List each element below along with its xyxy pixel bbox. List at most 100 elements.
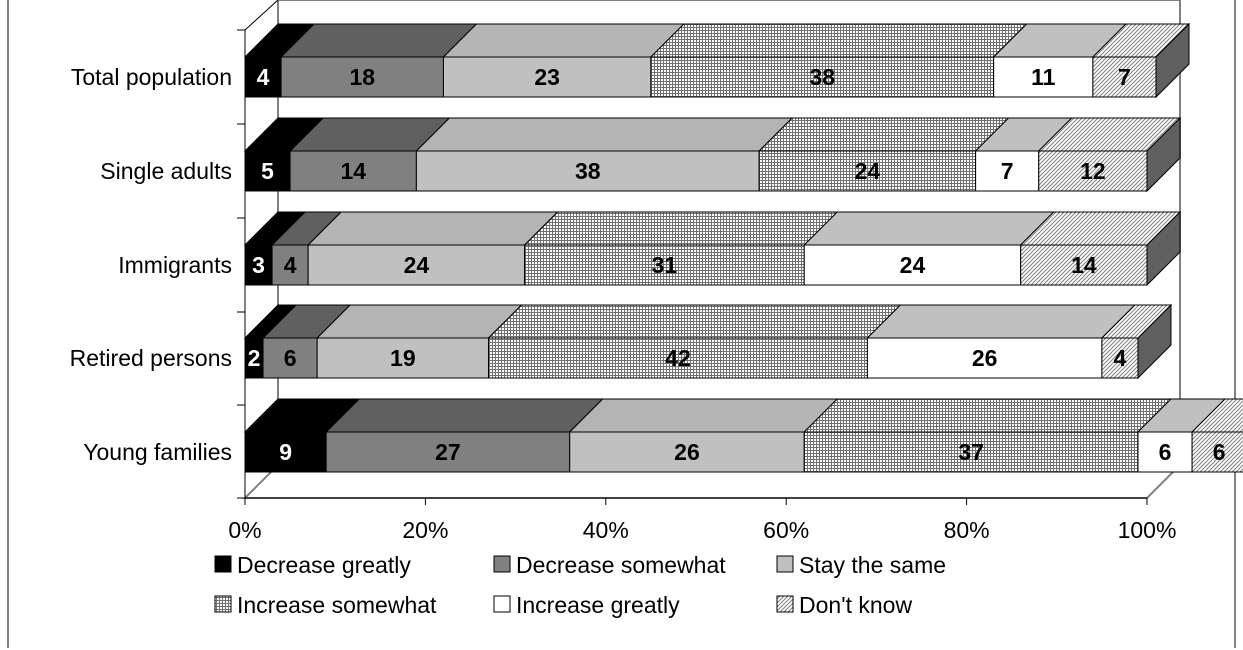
legend-swatch	[493, 595, 511, 613]
legend-swatch	[776, 595, 794, 613]
bar-front-face	[758, 150, 977, 192]
bar-segment-don-t-know: 4	[1100, 303, 1173, 380]
legend: Decrease greatly Decrease somewhat Stay th…	[214, 552, 946, 618]
bar-front-face	[316, 337, 490, 379]
bar-segment-increase-somewhat: 31	[523, 211, 839, 286]
data-label: 42	[665, 345, 691, 371]
bar-top-face	[757, 117, 1010, 152]
bar-segment-decrease-somewhat: 14	[288, 117, 451, 192]
legend-label: Don't know	[799, 592, 912, 618]
bar-segment-increase-greatly: 6	[1136, 398, 1227, 473]
bar-front-face	[1137, 431, 1193, 473]
bar-side-face	[1137, 303, 1172, 380]
bar-segment-don-t-know: 12	[1037, 116, 1182, 193]
y-axis-depth	[244, 0, 279, 31]
bar-segment-don-t-know: 14	[1019, 210, 1182, 287]
bar-side-face	[1155, 22, 1190, 99]
bar-front-face	[1101, 337, 1139, 379]
x-tick-label: 0%	[228, 517, 261, 543]
category-label: Total population	[71, 64, 232, 90]
bar-top-face	[442, 23, 686, 58]
bar-front-face	[262, 337, 318, 379]
data-label: 6	[1213, 439, 1226, 465]
bar-segment-stay-the-same: 24	[306, 211, 559, 286]
legend-item-decrease-somewhat: Decrease somewhat	[493, 552, 726, 578]
bar-top-face	[568, 398, 839, 433]
data-label: 38	[575, 158, 601, 184]
bar-front-face	[415, 150, 760, 192]
data-label: 24	[855, 158, 881, 184]
legend-label: Increase somewhat	[237, 592, 437, 618]
bar-top-face	[487, 304, 902, 339]
legend-item-increase-greatly: Increase greatly	[493, 592, 680, 618]
data-label: 7	[1001, 158, 1014, 184]
bar-top-face	[866, 304, 1137, 339]
bar-segment-stay-the-same: 23	[442, 23, 686, 98]
bar-front-face	[289, 150, 417, 192]
legend-label: Decrease somewhat	[516, 552, 726, 578]
x-tick-label: 40%	[583, 517, 629, 543]
bar-front-face	[569, 431, 805, 473]
bar-segment-increase-greatly: 7	[974, 117, 1073, 192]
bar-front-face	[803, 431, 1139, 473]
bar-front-face	[1020, 244, 1148, 286]
bar-segment-stay-the-same: 19	[315, 304, 523, 379]
bar-front-face	[650, 56, 995, 98]
data-label: 14	[1071, 252, 1097, 278]
bar-front-face	[993, 56, 1094, 98]
bar-segment-increase-greatly: 24	[803, 211, 1055, 286]
bar-segment-decrease-somewhat: 4	[270, 211, 343, 286]
data-label: 12	[1080, 158, 1106, 184]
bar-front-face	[244, 56, 282, 98]
legend-label: Stay the same	[799, 552, 946, 578]
data-label: 26	[674, 439, 700, 465]
legend-item-decrease-greatly: Decrease greatly	[214, 552, 411, 578]
bar-row-retired-persons: 2 6 19 42 26 4	[243, 303, 1173, 380]
bar-row-young-families: 9 27 26 37 6 6	[243, 398, 1243, 473]
bar-segment-decrease-greatly: 9	[243, 398, 361, 473]
legend-swatch	[776, 555, 794, 573]
data-label: 24	[900, 252, 926, 278]
bar-row-single-adults: 5 14 38 24 7 12	[243, 116, 1182, 193]
bar-front-face	[280, 56, 444, 98]
bar-top-face	[803, 398, 1173, 433]
x-tick-label: 60%	[763, 517, 809, 543]
legend-item-stay-the-same: Stay the same	[776, 552, 946, 578]
bar-row-immigrants: 3 4 24 31 24 14	[243, 210, 1182, 287]
legend-item-don-t-know: Don't know	[776, 592, 912, 618]
bar-segment-decrease-greatly: 3	[243, 211, 307, 286]
bar-segment-stay-the-same: 38	[415, 117, 794, 192]
bar-top-face	[415, 117, 794, 152]
data-label: 4	[1114, 345, 1127, 371]
category-label: Retired persons	[70, 345, 232, 371]
data-label: 26	[972, 345, 998, 371]
bar-segment-decrease-somewhat: 6	[261, 304, 352, 379]
bar-side-face	[1146, 210, 1181, 287]
bar-segment-increase-somewhat: 38	[649, 23, 1028, 98]
bar-segment-increase-somewhat: 24	[757, 117, 1010, 192]
bar-segment-stay-the-same: 26	[568, 398, 839, 473]
bar-front-face	[442, 56, 652, 98]
bar-segment-don-t-know: 6	[1190, 398, 1243, 473]
chart-frame	[7, 0, 1236, 648]
data-label: 6	[1159, 439, 1172, 465]
x-tick-label: 100%	[1118, 517, 1177, 543]
bar-front-face	[488, 337, 868, 379]
bar-front-face	[1038, 150, 1148, 192]
bar-front-face	[244, 150, 291, 192]
legend-swatch	[214, 555, 232, 573]
bar-front-face	[1092, 56, 1157, 98]
data-label: 38	[809, 64, 835, 90]
bar-top-face	[324, 398, 604, 433]
x-tick-label: 80%	[944, 517, 990, 543]
data-label: 14	[340, 158, 366, 184]
bar-front-face	[271, 244, 309, 286]
data-label: 4	[284, 252, 297, 278]
data-label: 4	[257, 64, 270, 90]
legend-label: Decrease greatly	[237, 552, 411, 578]
bar-front-face	[866, 337, 1103, 379]
category-label: Young families	[83, 439, 232, 465]
data-label: 11	[1031, 64, 1056, 90]
data-label: 19	[390, 345, 416, 371]
